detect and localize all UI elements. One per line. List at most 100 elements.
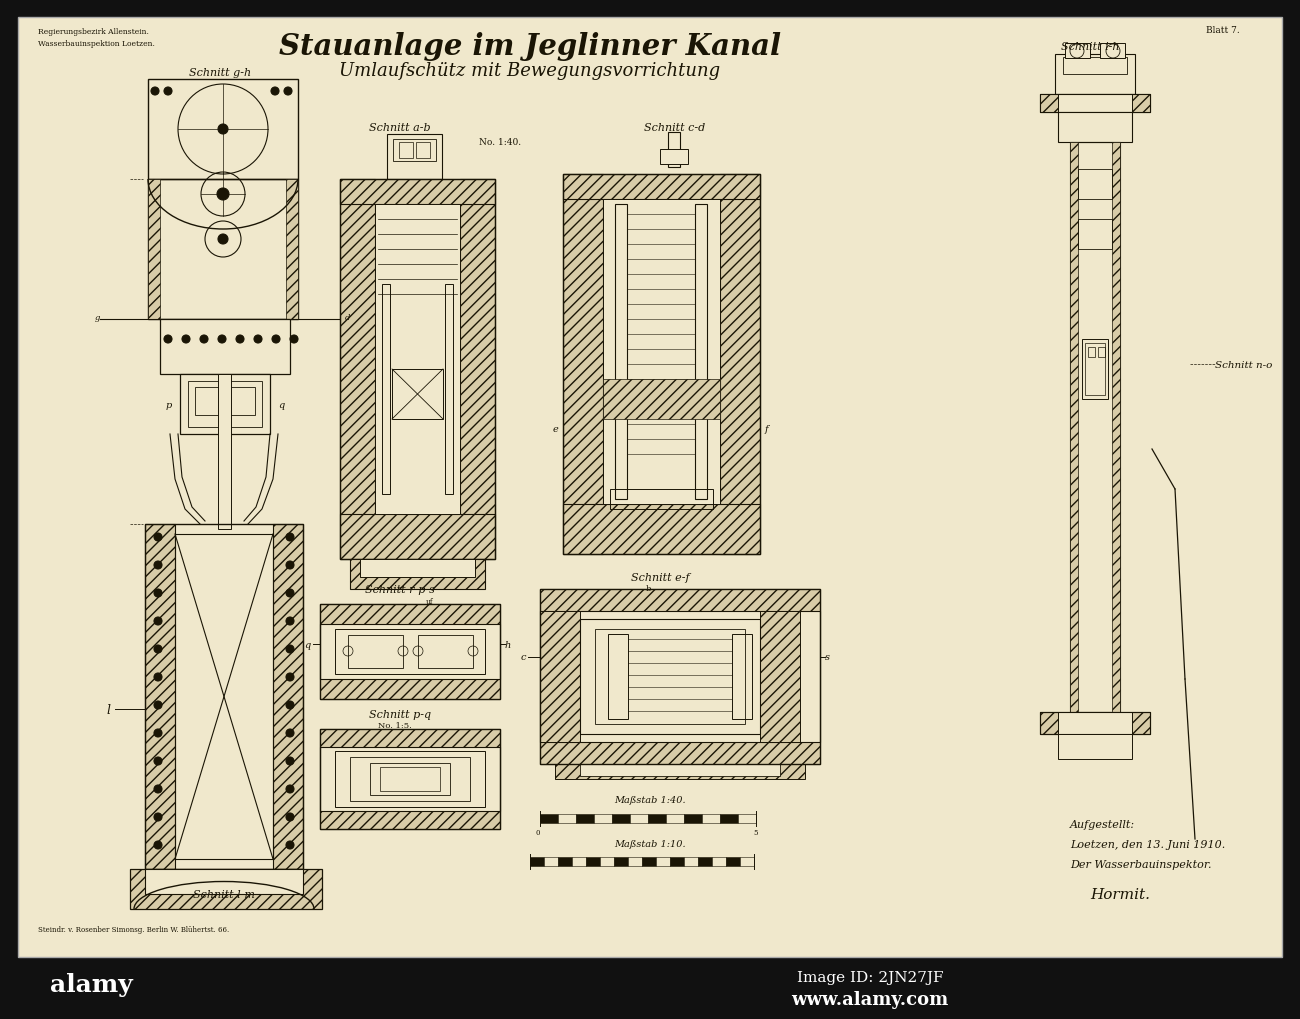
Bar bbox=[647, 814, 666, 823]
Bar bbox=[684, 857, 698, 866]
Circle shape bbox=[270, 88, 280, 96]
Bar bbox=[595, 630, 745, 725]
Bar bbox=[1082, 339, 1108, 399]
Bar bbox=[1078, 170, 1112, 200]
Bar bbox=[335, 751, 485, 807]
Bar bbox=[725, 857, 740, 866]
Text: Stauanlage im Jeglinner Kanal: Stauanlage im Jeglinner Kanal bbox=[280, 32, 781, 61]
Bar bbox=[642, 857, 657, 866]
Bar bbox=[320, 680, 500, 699]
Text: f: f bbox=[764, 425, 768, 434]
Bar bbox=[320, 604, 500, 699]
Bar bbox=[1058, 735, 1132, 759]
Bar bbox=[563, 175, 603, 554]
Bar bbox=[540, 611, 580, 742]
Bar bbox=[594, 814, 612, 823]
Bar bbox=[530, 857, 543, 866]
Text: www.alamy.com: www.alamy.com bbox=[792, 990, 949, 1008]
Bar bbox=[341, 179, 495, 559]
Text: alamy: alamy bbox=[49, 972, 133, 996]
Text: l: l bbox=[107, 703, 111, 715]
Bar bbox=[341, 179, 495, 205]
Bar bbox=[540, 742, 820, 764]
Text: Schnitt g-h: Schnitt g-h bbox=[188, 68, 251, 77]
Circle shape bbox=[153, 786, 162, 793]
Bar bbox=[146, 525, 176, 869]
Bar bbox=[320, 730, 500, 747]
Text: No. 1:40.: No. 1:40. bbox=[478, 138, 521, 147]
Bar bbox=[1065, 44, 1089, 59]
Text: Schnitt n-o: Schnitt n-o bbox=[1216, 360, 1273, 369]
Bar bbox=[146, 525, 303, 869]
Text: No. 1:5.: No. 1:5. bbox=[378, 721, 412, 730]
Circle shape bbox=[283, 88, 292, 96]
Circle shape bbox=[272, 335, 280, 343]
Circle shape bbox=[286, 757, 294, 765]
Text: Schnitt e-f: Schnitt e-f bbox=[630, 573, 689, 583]
Text: Schnitt a-b: Schnitt a-b bbox=[369, 123, 430, 132]
Circle shape bbox=[153, 561, 162, 570]
Text: Hormit.: Hormit. bbox=[1089, 888, 1150, 901]
Bar bbox=[320, 625, 500, 680]
Text: 5: 5 bbox=[754, 828, 758, 837]
Circle shape bbox=[286, 589, 294, 597]
Bar bbox=[350, 559, 485, 589]
Bar bbox=[0, 959, 200, 1019]
Text: Maßstab 1:10.: Maßstab 1:10. bbox=[614, 840, 686, 848]
Bar bbox=[445, 284, 452, 494]
Bar bbox=[130, 869, 322, 909]
Bar bbox=[563, 175, 760, 554]
Text: uf: uf bbox=[426, 597, 434, 605]
Bar bbox=[1040, 95, 1150, 113]
Circle shape bbox=[153, 730, 162, 738]
Circle shape bbox=[164, 88, 172, 96]
Circle shape bbox=[286, 786, 294, 793]
Bar bbox=[760, 611, 800, 742]
Bar bbox=[320, 604, 500, 625]
Bar bbox=[460, 179, 495, 559]
Text: d: d bbox=[344, 314, 351, 322]
Bar bbox=[615, 205, 627, 499]
Bar bbox=[1058, 113, 1132, 143]
Bar bbox=[148, 79, 298, 179]
Bar bbox=[543, 857, 558, 866]
Text: Schnitt r-p-s: Schnitt r-p-s bbox=[365, 585, 436, 594]
Bar bbox=[1070, 143, 1078, 712]
Bar bbox=[698, 857, 712, 866]
Text: Maßstab 1:40.: Maßstab 1:40. bbox=[614, 795, 686, 804]
Bar bbox=[738, 814, 757, 823]
Bar bbox=[1100, 44, 1124, 59]
Text: Blatt 7.: Blatt 7. bbox=[1206, 25, 1240, 35]
Bar bbox=[416, 143, 430, 159]
Bar bbox=[148, 179, 160, 320]
Circle shape bbox=[286, 618, 294, 626]
Bar bbox=[1063, 58, 1127, 75]
Circle shape bbox=[286, 645, 294, 653]
Bar bbox=[1078, 220, 1112, 250]
Text: 0: 0 bbox=[536, 828, 541, 837]
Circle shape bbox=[218, 234, 227, 245]
Circle shape bbox=[286, 534, 294, 541]
Bar bbox=[603, 200, 720, 504]
Circle shape bbox=[254, 335, 263, 343]
Text: Umlaufschütz mit Bewegungsvorrichtung: Umlaufschütz mit Bewegungsvorrichtung bbox=[339, 62, 720, 79]
Bar bbox=[335, 630, 485, 675]
Circle shape bbox=[153, 701, 162, 709]
Bar bbox=[160, 320, 290, 375]
Bar bbox=[393, 140, 436, 162]
Bar bbox=[540, 611, 820, 742]
Circle shape bbox=[151, 88, 159, 96]
Bar bbox=[601, 857, 614, 866]
Bar bbox=[1086, 343, 1105, 395]
Bar bbox=[341, 515, 495, 559]
Text: Schnitt p-q: Schnitt p-q bbox=[369, 709, 432, 719]
Bar bbox=[380, 767, 439, 791]
Circle shape bbox=[286, 701, 294, 709]
Bar bbox=[176, 535, 273, 859]
Circle shape bbox=[153, 589, 162, 597]
Text: Regierungsbezirk Allenstein.: Regierungsbezirk Allenstein. bbox=[38, 28, 150, 36]
Bar bbox=[188, 382, 263, 428]
Circle shape bbox=[153, 674, 162, 682]
Circle shape bbox=[290, 335, 298, 343]
Bar bbox=[563, 175, 760, 200]
